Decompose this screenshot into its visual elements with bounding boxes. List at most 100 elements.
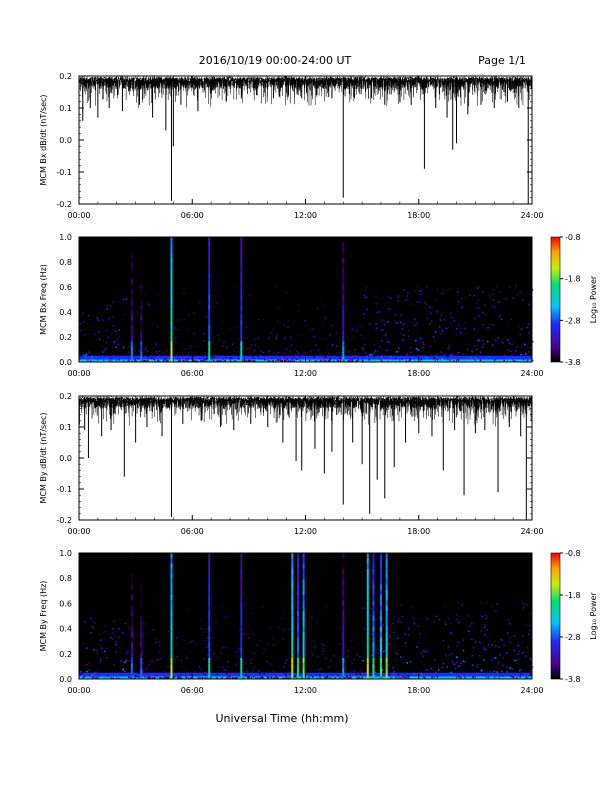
spectrogram-cell [355, 341, 358, 343]
spectrogram-cell [349, 677, 351, 679]
spectrogram-cell [112, 663, 115, 666]
spectrogram-cell [351, 662, 353, 665]
broadband-event-segment [372, 663, 375, 669]
spectrogram-cell [236, 656, 239, 658]
spectrogram-cell [115, 651, 118, 653]
broadband-event-segment [240, 325, 243, 331]
spectrogram-cell [174, 326, 177, 329]
broadband-event-segment [170, 294, 173, 300]
spectrogram-cell [111, 676, 114, 678]
spectrogram-cell [272, 360, 274, 362]
spectrogram-cell [297, 303, 300, 306]
spectrogram-cell [260, 655, 263, 657]
broadband-event-segment [342, 263, 345, 269]
spectrogram-cell [127, 671, 129, 674]
spectrogram-cell [377, 648, 380, 651]
spectrogram-cell [387, 295, 390, 298]
broadband-event-segment [130, 673, 133, 679]
spectrogram-cell [246, 676, 249, 678]
broadband-event-segment [170, 273, 173, 279]
spectrogram-cell [338, 677, 341, 679]
spectrogram-cell [347, 306, 349, 309]
spectrogram-cell [364, 296, 366, 299]
spectrogram-cell [147, 672, 149, 674]
spectrogram-cell [503, 359, 505, 362]
spectrogram-cell [192, 359, 195, 361]
spectrogram-cell [524, 624, 527, 626]
spectrogram-cell [82, 642, 85, 645]
spectrogram-cell [306, 347, 308, 349]
spectrogram-cell [444, 623, 447, 626]
x-axis-title: Universal Time (hh:mm) [216, 712, 349, 725]
y-tick-label: 0.0 [59, 675, 72, 684]
spectrogram-cell [232, 343, 234, 346]
spectrogram-cell [124, 674, 126, 676]
spectrogram-cell [333, 677, 336, 679]
spectrogram-cell [153, 661, 156, 664]
spectrogram-cell [477, 307, 480, 309]
broadband-event-segment [380, 589, 382, 595]
spectrogram-cell [509, 286, 511, 289]
broadband-event-segment [170, 257, 173, 264]
spectrogram-cell [493, 670, 496, 672]
spectrogram-cell [85, 353, 88, 356]
spectrogram-cell [454, 668, 457, 670]
spectrogram-cell [118, 336, 120, 339]
spectrogram-cell [311, 676, 314, 678]
spectrogram-cell [488, 322, 490, 325]
spectrogram-cell [430, 311, 432, 314]
spectrogram-cell [477, 299, 479, 301]
spectrogram-cell [136, 675, 138, 678]
spectrogram-cell [308, 661, 310, 664]
spectrogram-cell [388, 608, 390, 611]
spectrogram-cell [489, 356, 491, 359]
spectrogram-cell [113, 340, 115, 343]
spectrogram-cell [437, 669, 440, 671]
spectrogram-cell [366, 355, 369, 357]
spectrogram-cell [183, 639, 185, 641]
spectrogram-cell [444, 604, 446, 607]
y-tick-label: 0.2 [59, 650, 72, 659]
spectrogram-cell [424, 650, 427, 652]
spectrogram-cell [378, 358, 380, 360]
broadband-event-segment [342, 595, 345, 601]
broadband-event-segment [291, 584, 294, 590]
spectrogram-cell [82, 312, 84, 315]
broadband-event-segment [170, 315, 173, 321]
spectrogram-cell [403, 289, 405, 291]
broadband-event-segment [385, 663, 388, 669]
spectrogram-cell [87, 662, 90, 665]
spectrogram-cell [125, 652, 128, 654]
spectrogram-cell [245, 326, 248, 329]
broadband-event-segment [342, 283, 345, 290]
broadband-event-segment [366, 642, 369, 648]
broadband-event-segment [372, 558, 375, 564]
spectrogram-cell [449, 610, 451, 613]
spectrogram-cell [138, 676, 140, 679]
broadband-event-segment [140, 605, 143, 611]
broadband-event-segment [208, 637, 211, 643]
broadband-event-segment [240, 294, 243, 300]
spectrogram-cell [530, 665, 532, 667]
spectrogram-cell [223, 663, 225, 665]
spectrogram-cell [320, 667, 322, 670]
spectrogram-cell [395, 329, 398, 332]
spectrogram-cell [105, 330, 107, 332]
spectrogram-cell [99, 645, 102, 647]
spectrogram-cell [447, 617, 450, 620]
spectrogram-cell [210, 630, 213, 632]
broadband-event-segment [140, 294, 143, 300]
spectrogram-cell [491, 344, 494, 346]
spectrogram-cell [358, 612, 360, 614]
broadband-event-segment [342, 335, 345, 342]
spectrogram-cell [229, 674, 232, 676]
spectrogram-cell [490, 606, 493, 608]
broadband-event-segment [366, 553, 369, 559]
spectrogram-cell [215, 677, 218, 679]
spectrogram-cell [274, 677, 277, 679]
spectrogram-cell [521, 652, 524, 654]
spectrogram-cell [91, 307, 93, 310]
y-tick-label: 0.2 [59, 333, 72, 342]
